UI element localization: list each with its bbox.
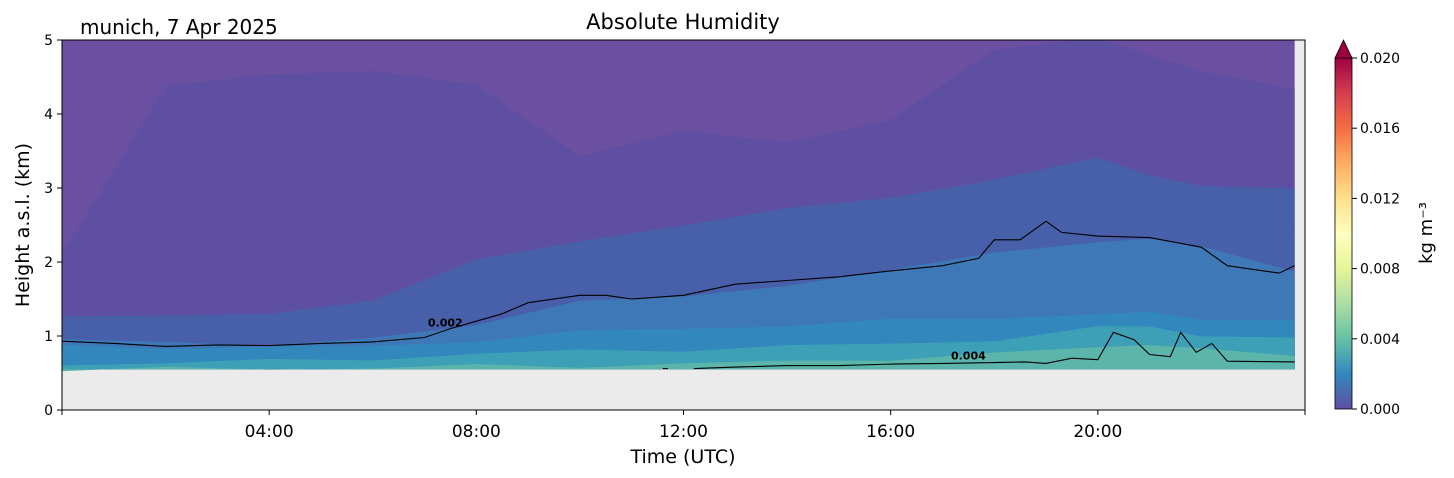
x-axis: 04:00 08:00 12:00 16:00 20:00 [61, 410, 1306, 442]
colorbar-tick-label: 0.000 [1360, 402, 1400, 418]
humidity-band [62, 345, 1295, 372]
y-tick-label: 0 [44, 403, 53, 419]
contour-labels: 0.002 0.004 [428, 316, 986, 362]
y-tick-label: 4 [44, 107, 53, 123]
colorbar: 0.000 0.004 0.008 0.012 0.016 0.020 kg m⁻³ [1334, 39, 1437, 418]
y-tick-label: 5 [44, 33, 53, 49]
colorbar-label: kg m⁻³ [1416, 202, 1437, 264]
contour-label: 0.002 [428, 316, 463, 329]
colorbar-tick-label: 0.012 [1360, 191, 1400, 207]
chart-title: Absolute Humidity [586, 10, 780, 34]
contour-lines [62, 220, 1295, 370]
y-axis: 0 1 2 3 4 5 [44, 33, 62, 419]
location-label: munich, 7 Apr 2025 [80, 15, 278, 39]
x-tick-label: 04:00 [245, 422, 294, 442]
contour-line-0.002 [62, 220, 1295, 347]
y-tick-label: 1 [44, 329, 53, 345]
y-tick-label: 3 [44, 181, 53, 197]
colorbar-tick-label: 0.020 [1360, 51, 1400, 67]
colorbar-ramp [1334, 57, 1353, 410]
colorbar-tick-label: 0.004 [1360, 332, 1400, 348]
colorbar-ticks: 0.000 0.004 0.008 0.012 0.016 0.020 [1352, 51, 1400, 418]
colorbar-extend-arrow [1334, 39, 1353, 59]
y-axis-label: Height a.s.l. (km) [12, 143, 34, 307]
y-tick-label: 2 [44, 255, 53, 271]
x-tick-label: 16:00 [866, 422, 915, 442]
contour-line-0.004 [693, 331, 1295, 370]
colorbar-tick-label: 0.016 [1360, 121, 1400, 137]
x-axis-label: Time (UTC) [629, 446, 735, 468]
x-tick-label: 12:00 [659, 422, 708, 442]
contour-label: 0.004 [951, 350, 986, 363]
x-tick-label: 08:00 [452, 422, 501, 442]
colorbar-tick-label: 0.008 [1360, 262, 1400, 278]
plot-area [62, 40, 1305, 410]
x-tick-label: 20:00 [1073, 422, 1122, 442]
